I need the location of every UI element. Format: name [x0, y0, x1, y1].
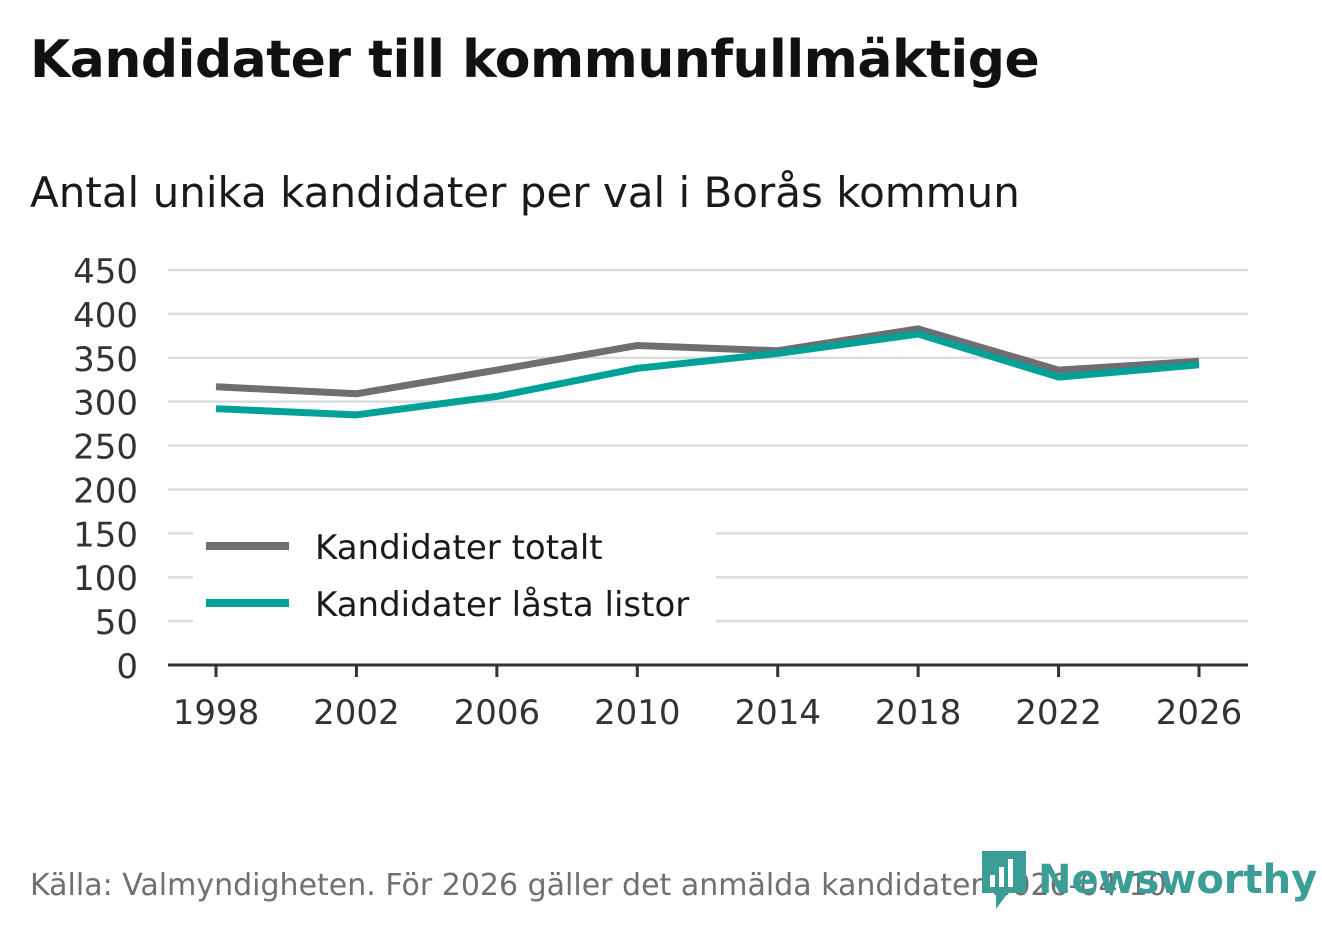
x-tick-label: 2026 — [1156, 693, 1243, 733]
x-tick-label: 1998 — [173, 693, 260, 733]
x-tick-label: 2002 — [313, 693, 400, 733]
newsworthy-logo-icon — [982, 851, 1026, 909]
x-tick-label: 2018 — [875, 693, 962, 733]
y-tick-label: 250 — [73, 428, 138, 468]
brand-name: Newsworthy — [1038, 857, 1318, 903]
y-tick-label: 350 — [73, 340, 138, 380]
y-tick-label: 100 — [73, 559, 138, 599]
y-tick-label: 150 — [73, 515, 138, 555]
chart-title: Kandidater till kommunfullmäktige — [30, 30, 1040, 90]
legend-label: Kandidater låsta listor — [315, 585, 689, 625]
y-tick-label: 50 — [95, 603, 138, 643]
y-tick-label: 450 — [73, 252, 138, 292]
x-tick-label: 2006 — [454, 693, 541, 733]
series-line-kandidater-lasta-listor — [215, 330, 1200, 419]
x-tick-label: 2022 — [1015, 693, 1102, 733]
series-line-kandidater-totalt — [215, 325, 1200, 398]
brand-logo: Newsworthy — [980, 848, 1317, 912]
y-tick-label: 0 — [116, 647, 138, 687]
x-tick-label: 2014 — [734, 693, 821, 733]
y-tick-label: 400 — [73, 296, 138, 336]
x-tick-label: 2010 — [594, 693, 681, 733]
y-tick-label: 200 — [73, 471, 138, 511]
y-tick-label: 300 — [73, 384, 138, 424]
legend-box — [193, 520, 716, 626]
chart-subtitle: Antal unika kandidater per val i Borås k… — [30, 168, 1020, 217]
legend-label: Kandidater totalt — [315, 528, 603, 568]
